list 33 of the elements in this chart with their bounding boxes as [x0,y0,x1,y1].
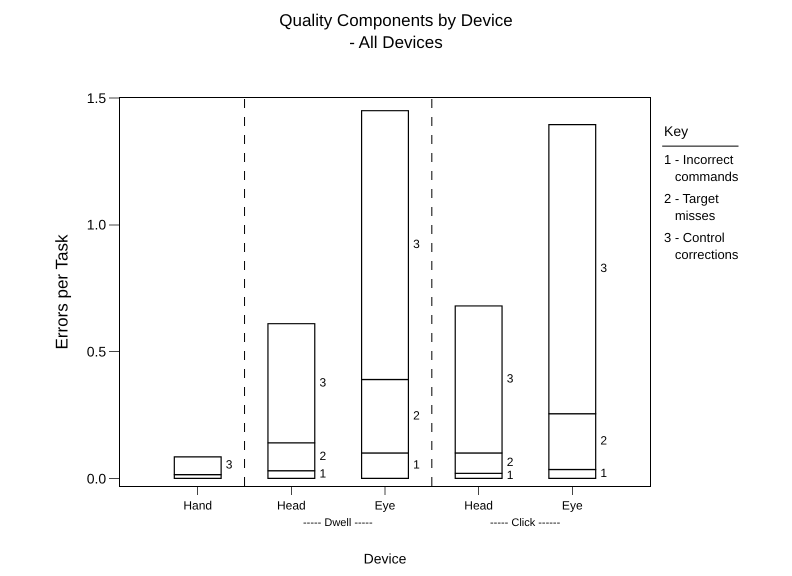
x-tick-label: Head [464,498,493,512]
x-axis-title: Device [364,550,407,567]
text: 1 [319,466,326,481]
text: 2 [506,455,514,470]
y-tick-label: 0.5 [86,343,106,360]
bar [174,456,222,476]
series-label: 2 [413,408,420,422]
text: 3 [506,371,514,386]
y-tick-label: 1.5 [86,90,106,106]
text: Key [664,123,688,139]
text: 1 [506,468,514,482]
text: 2 - Target misses [664,191,720,223]
text: 3 - Control corrections [664,230,739,262]
chart-subtitle: - All Devices [349,33,443,52]
x-tick-label: Eye [562,498,583,512]
x-tick-label: Head [277,498,306,512]
x-tick-label: Hand [183,498,212,512]
series-label: 1 [413,458,420,472]
text: 2 [600,434,608,448]
y-tick-label: 1.0 [86,216,106,233]
text: ----- Dwell ----- [303,517,373,529]
y-axis-title: Errors per Task [52,234,72,350]
chart-title: Quality Components by Device [279,10,513,30]
y-tick-label: 0.0 [86,470,106,486]
text: 1 - Incorrect commands [664,152,739,184]
text: 3 [226,458,232,472]
series-label: 3 [413,237,420,252]
text: 2 [319,448,326,463]
x-tick-label: Eye [374,498,396,512]
text: ----- Click ------ [490,517,561,529]
text: 3 [319,375,326,390]
text: 1 [600,466,608,480]
text: 3 [600,261,608,276]
